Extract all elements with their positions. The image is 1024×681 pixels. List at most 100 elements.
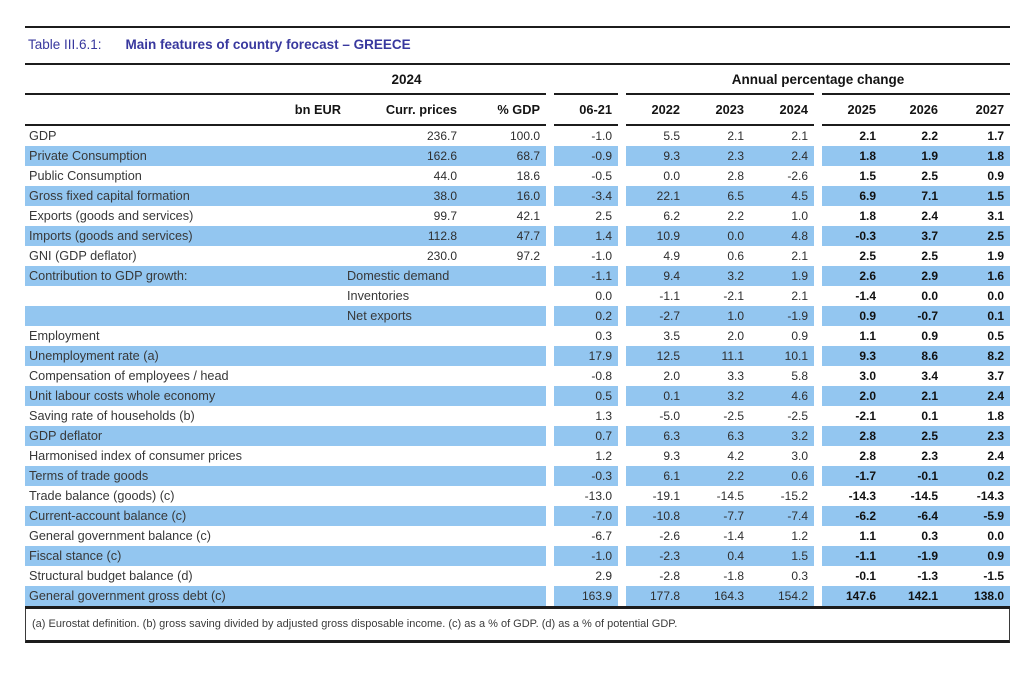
cell-pct-gdp: [463, 366, 546, 386]
cell-pct-gdp: [463, 506, 547, 526]
column-separator: [814, 526, 823, 546]
cell-06-21: 163.9: [554, 586, 619, 606]
cell-2024: -15.2: [780, 489, 809, 503]
cell-2027: 0.9: [987, 169, 1005, 183]
cell-2025: -0.3: [822, 226, 883, 246]
cell-2027: -1.5: [983, 569, 1005, 583]
cell-2024: 0.9: [791, 329, 809, 343]
column-separator: [546, 326, 555, 346]
cell-2027: 1.6: [944, 266, 1011, 286]
column-separator: [814, 206, 823, 226]
spacer-cell: [25, 65, 345, 94]
column-separator: [814, 306, 823, 326]
cell-curr-prices: 162.6: [345, 146, 463, 166]
cell-2026: 1.9: [882, 146, 945, 166]
row-label: Compensation of employees / head: [29, 369, 229, 383]
cell-2027: -14.3: [976, 489, 1005, 503]
cell-curr-prices: [345, 546, 463, 566]
table-number-label: Table III.6.1:: [28, 37, 102, 52]
cell-2025: -1.1: [822, 546, 883, 566]
cell-2024: 3.2: [750, 426, 815, 446]
column-separator: [546, 125, 555, 146]
cell-pct-gdp: [463, 386, 547, 406]
column-separator: [546, 266, 555, 286]
column-separator: [814, 426, 823, 446]
cell-curr-prices: 230.0: [426, 249, 457, 263]
row-label: GDP: [25, 124, 345, 146]
cell-2025: 1.1: [859, 529, 877, 543]
row-label: Employment: [29, 329, 100, 343]
cell-2023: 3.2: [686, 266, 751, 286]
cell-2024: 4.6: [750, 386, 815, 406]
column-separator: [546, 286, 555, 306]
cell-2024: -2.5: [787, 409, 809, 423]
cell-2023: 164.3: [686, 586, 751, 606]
cell-2026: -6.4: [882, 506, 945, 526]
cell-06-21: -7.0: [554, 506, 619, 526]
cell-2024: 0.3: [791, 569, 809, 583]
column-separator: [618, 146, 627, 166]
table-row: Structural budget balance (d) 2.9 -2.8 -1.8…: [25, 566, 1010, 586]
column-separator: [618, 566, 627, 586]
cell-2023: -7.7: [686, 506, 751, 526]
cell-curr-prices: [345, 426, 463, 446]
column-header-2024: 2024: [750, 93, 815, 125]
cell-2025: 2.5: [859, 249, 877, 263]
cell-06-21: -0.5: [591, 169, 613, 183]
cell-2026: 3.4: [921, 369, 939, 383]
column-header-curr-prices: Curr. prices: [345, 93, 463, 125]
column-header-06-21: 06-21: [554, 93, 619, 125]
cell-2027: 0.1: [944, 306, 1011, 326]
cell-pct-gdp: 47.7: [463, 226, 547, 246]
cell-2023: 3.3: [727, 369, 745, 383]
row-label: GNI (GDP deflator): [29, 249, 137, 263]
row-label: Unit labour costs whole economy: [25, 386, 345, 406]
cell-pct-gdp: 16.0: [463, 186, 547, 206]
cell-2023: 0.6: [727, 249, 745, 263]
cell-2022: -2.6: [659, 529, 681, 543]
cell-06-21: -3.4: [554, 186, 619, 206]
row-label: Unemployment rate (a): [25, 346, 345, 366]
cell-2022: -1.1: [659, 289, 681, 303]
cell-2025: 2.8: [822, 426, 883, 446]
table-row: Inventories 0.0 -1.1 -2.1 2.1 -1.4 0.0 0.0: [25, 286, 1010, 306]
column-separator: [546, 246, 555, 266]
column-separator: [546, 306, 555, 326]
cell-pct-gdp: [463, 586, 547, 606]
cell-2022: -2.8: [659, 569, 681, 583]
cell-pct-gdp: [463, 346, 547, 366]
cell-2023: 6.3: [686, 426, 751, 446]
cell-2022: 3.5: [663, 329, 681, 343]
cell-2025: 2.6: [822, 266, 883, 286]
cell-2025: -6.2: [822, 506, 883, 526]
cell-2023: -2.5: [723, 409, 745, 423]
cell-06-21: 2.5: [595, 209, 613, 223]
cell-06-21: -0.8: [591, 369, 613, 383]
column-separator: [618, 246, 627, 266]
row-label: [25, 306, 345, 326]
cell-2022: 6.2: [663, 209, 681, 223]
cell-2022: 22.1: [626, 186, 687, 206]
column-separator: [546, 366, 555, 386]
cell-2025: 1.1: [859, 329, 877, 343]
cell-2026: 2.5: [921, 169, 939, 183]
column-separator: [546, 346, 555, 366]
cell-2027: 1.8: [987, 409, 1005, 423]
cell-06-21: 1.4: [554, 226, 619, 246]
row-label: Structural budget balance (d): [29, 569, 193, 583]
cell-pct-gdp: [463, 526, 546, 546]
column-separator: [546, 546, 555, 566]
cell-2022: 0.1: [626, 386, 687, 406]
cell-2025: 1.5: [859, 169, 877, 183]
cell-2027: 1.7: [944, 124, 1011, 146]
row-label: Private Consumption: [25, 146, 345, 166]
column-separator: [546, 566, 555, 586]
cell-2024: 1.5: [750, 546, 815, 566]
column-separator: [618, 546, 627, 566]
column-separator: [814, 566, 823, 586]
cell-06-21: -0.9: [554, 146, 619, 166]
cell-2027: 0.0: [987, 529, 1005, 543]
column-separator: [618, 286, 627, 306]
cell-06-21: 1.2: [595, 449, 613, 463]
cell-2026: 0.3: [921, 529, 939, 543]
